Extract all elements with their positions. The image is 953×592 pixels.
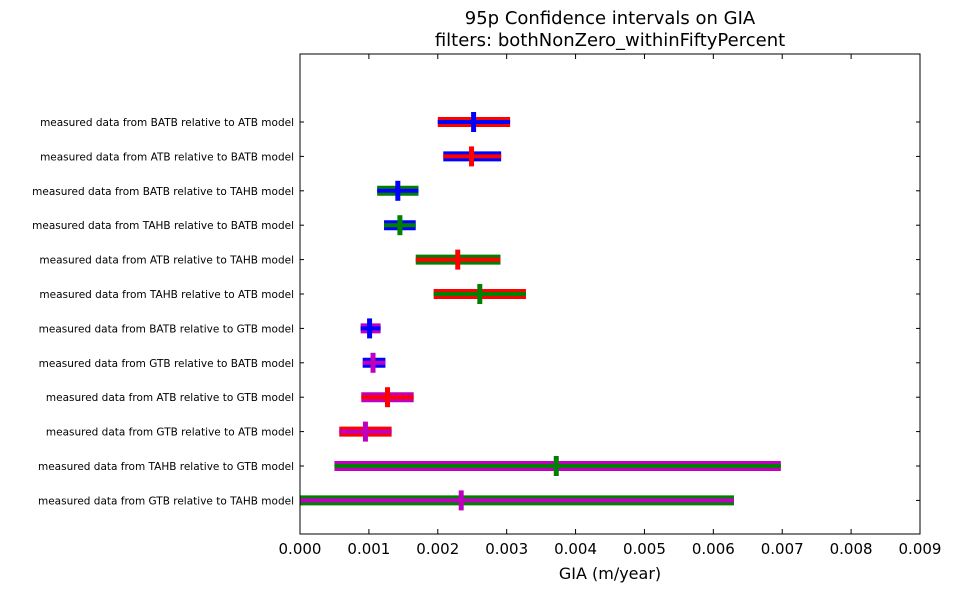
x-tick-label: 0.003 xyxy=(485,540,528,558)
row-label: measured data from GTB relative to ATB m… xyxy=(46,427,294,439)
interval-row: measured data from ATB relative to GTB m… xyxy=(46,387,920,408)
interval-row: measured data from GTB relative to BATB … xyxy=(39,352,920,373)
x-tick-label: 0.009 xyxy=(899,540,942,558)
x-tick-label: 0.008 xyxy=(830,540,873,558)
interval-rows: measured data from BATB relative to ATB … xyxy=(32,112,920,511)
x-tick-label: 0.002 xyxy=(416,540,459,558)
row-label: measured data from GTB relative to BATB … xyxy=(39,358,294,370)
chart-subtitle: filters: bothNonZero_withinFiftyPercent xyxy=(435,30,785,51)
x-tick-label: 0.007 xyxy=(761,540,804,558)
row-label: measured data from ATB relative to BATB … xyxy=(40,151,294,163)
interval-row: measured data from GTB relative to ATB m… xyxy=(46,421,920,442)
interval-row: measured data from GTB relative to TAHB … xyxy=(38,490,920,511)
row-label: measured data from TAHB relative to ATB … xyxy=(39,289,294,301)
x-tick-label: 0.006 xyxy=(692,540,735,558)
interval-row: measured data from TAHB relative to BATB… xyxy=(32,215,920,236)
plot-frame xyxy=(299,53,921,535)
interval-row: measured data from BATB relative to ATB … xyxy=(40,112,920,132)
x-tick-label: 0.001 xyxy=(347,540,390,558)
row-label: measured data from ATB relative to TAHB … xyxy=(39,255,294,267)
interval-row: measured data from TAHB relative to GTB … xyxy=(38,456,920,476)
x-ticks: 0.000 0.001 0.002 0.003 0.004 0.005 0.006 0.007… xyxy=(279,54,942,558)
x-tick-label: 0.004 xyxy=(554,540,597,558)
row-label: measured data from GTB relative to TAHB … xyxy=(38,495,294,507)
row-label: measured data from BATB relative to GTB … xyxy=(39,323,294,335)
row-label: measured data from TAHB relative to BATB… xyxy=(32,220,294,232)
row-label: measured data from TAHB relative to GTB … xyxy=(38,461,294,473)
row-label: measured data from ATB relative to GTB m… xyxy=(46,392,294,404)
row-label: measured data from BATB relative to ATB … xyxy=(40,117,294,129)
interval-row: measured data from BATB relative to GTB … xyxy=(39,318,920,339)
x-tick-label: 0.000 xyxy=(279,540,322,558)
interval-row: measured data from ATB relative to TAHB … xyxy=(39,249,920,270)
interval-row: measured data from ATB relative to BATB … xyxy=(40,146,920,167)
interval-row: measured data from BATB relative to TAHB… xyxy=(32,180,920,201)
x-tick-label: 0.005 xyxy=(623,540,666,558)
interval-row: measured data from TAHB relative to ATB … xyxy=(39,284,920,304)
x-axis-label: GIA (m/year) xyxy=(559,564,661,583)
row-label: measured data from BATB relative to TAHB… xyxy=(32,186,294,198)
chart-title: 95p Confidence intervals on GIA xyxy=(465,8,756,29)
